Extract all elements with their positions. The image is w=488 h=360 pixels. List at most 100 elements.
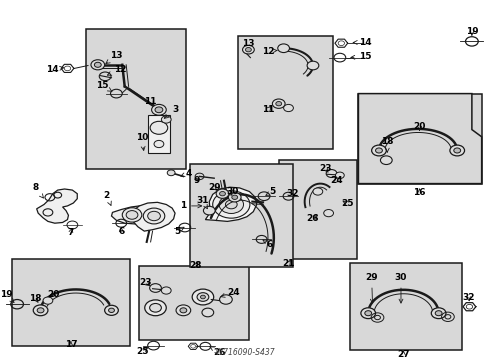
Circle shape xyxy=(275,102,281,106)
Text: 11: 11 xyxy=(144,97,157,106)
Text: 11: 11 xyxy=(261,105,274,114)
Circle shape xyxy=(277,44,289,53)
Text: 19: 19 xyxy=(465,27,477,36)
Circle shape xyxy=(91,60,104,70)
Circle shape xyxy=(150,121,167,134)
Text: 18: 18 xyxy=(29,294,41,302)
Text: 10: 10 xyxy=(135,133,148,150)
Circle shape xyxy=(151,104,166,115)
Circle shape xyxy=(225,200,237,209)
Circle shape xyxy=(149,284,161,292)
Text: 27: 27 xyxy=(396,350,409,359)
Circle shape xyxy=(219,192,225,196)
Text: 4: 4 xyxy=(181,169,191,178)
Bar xyxy=(278,160,356,259)
Text: 23: 23 xyxy=(318,164,331,173)
Bar xyxy=(238,36,332,149)
Text: 9: 9 xyxy=(193,176,200,185)
Circle shape xyxy=(147,211,160,221)
Text: 7: 7 xyxy=(67,228,74,237)
Circle shape xyxy=(94,62,101,67)
Bar xyxy=(139,266,249,340)
Circle shape xyxy=(161,116,171,123)
Circle shape xyxy=(335,172,344,179)
Text: 29: 29 xyxy=(207,184,220,192)
Text: 23: 23 xyxy=(139,278,152,287)
Circle shape xyxy=(154,140,163,148)
Circle shape xyxy=(200,295,205,299)
Circle shape xyxy=(144,300,166,316)
Circle shape xyxy=(143,208,164,224)
Circle shape xyxy=(325,170,336,177)
Text: 12: 12 xyxy=(107,65,126,75)
Circle shape xyxy=(312,188,322,195)
Circle shape xyxy=(242,45,254,54)
Bar xyxy=(349,263,461,350)
Bar xyxy=(12,259,129,346)
Text: 24: 24 xyxy=(221,288,240,297)
Text: 18: 18 xyxy=(380,136,393,152)
Polygon shape xyxy=(131,202,175,231)
Circle shape xyxy=(126,211,138,219)
Circle shape xyxy=(364,311,371,316)
Circle shape xyxy=(360,308,375,319)
Text: 5: 5 xyxy=(174,227,183,236)
Text: 6: 6 xyxy=(118,227,124,236)
Text: 21: 21 xyxy=(282,259,294,268)
Text: 15: 15 xyxy=(350,52,371,61)
Circle shape xyxy=(434,311,441,316)
Circle shape xyxy=(167,170,175,176)
Polygon shape xyxy=(37,189,77,223)
Circle shape xyxy=(219,195,243,213)
Text: 19: 19 xyxy=(0,290,14,302)
Circle shape xyxy=(453,148,460,153)
Polygon shape xyxy=(205,187,256,221)
Circle shape xyxy=(197,293,208,301)
Text: 1: 1 xyxy=(180,202,201,210)
Text: 25: 25 xyxy=(136,346,149,356)
Circle shape xyxy=(283,104,293,112)
Text: 26: 26 xyxy=(306,214,319,223)
Circle shape xyxy=(108,308,114,312)
Circle shape xyxy=(228,193,241,202)
Polygon shape xyxy=(358,94,481,184)
Circle shape xyxy=(380,156,391,165)
Text: 32: 32 xyxy=(285,189,298,198)
Bar xyxy=(189,164,293,267)
Circle shape xyxy=(449,145,464,156)
Bar xyxy=(148,115,170,153)
Text: 13: 13 xyxy=(106,51,122,63)
Text: 6: 6 xyxy=(263,240,272,248)
Text: 20: 20 xyxy=(47,290,60,299)
Polygon shape xyxy=(358,94,481,184)
Text: 5: 5 xyxy=(265,187,275,196)
Circle shape xyxy=(272,99,285,108)
Text: 15: 15 xyxy=(96,81,112,91)
Text: 32: 32 xyxy=(461,292,474,302)
Circle shape xyxy=(33,305,48,316)
Circle shape xyxy=(371,145,386,156)
Text: 26: 26 xyxy=(209,347,225,356)
Text: 14: 14 xyxy=(46,65,63,74)
Circle shape xyxy=(155,107,163,113)
Circle shape xyxy=(231,195,237,199)
Circle shape xyxy=(202,308,213,317)
Circle shape xyxy=(122,208,142,222)
Text: 8: 8 xyxy=(32,184,43,198)
Text: 13: 13 xyxy=(242,40,254,49)
Text: 17: 17 xyxy=(64,341,77,349)
Text: 30: 30 xyxy=(394,274,407,303)
Circle shape xyxy=(430,308,445,319)
Text: 14: 14 xyxy=(353,38,371,47)
Circle shape xyxy=(43,297,53,304)
Circle shape xyxy=(149,303,161,312)
Text: 2: 2 xyxy=(103,191,111,206)
Circle shape xyxy=(212,191,249,218)
Circle shape xyxy=(219,295,232,304)
Text: 30: 30 xyxy=(225,187,238,196)
Text: 3: 3 xyxy=(164,105,178,118)
Circle shape xyxy=(37,308,44,313)
Circle shape xyxy=(216,189,228,198)
Bar xyxy=(85,29,185,169)
Circle shape xyxy=(245,48,251,52)
